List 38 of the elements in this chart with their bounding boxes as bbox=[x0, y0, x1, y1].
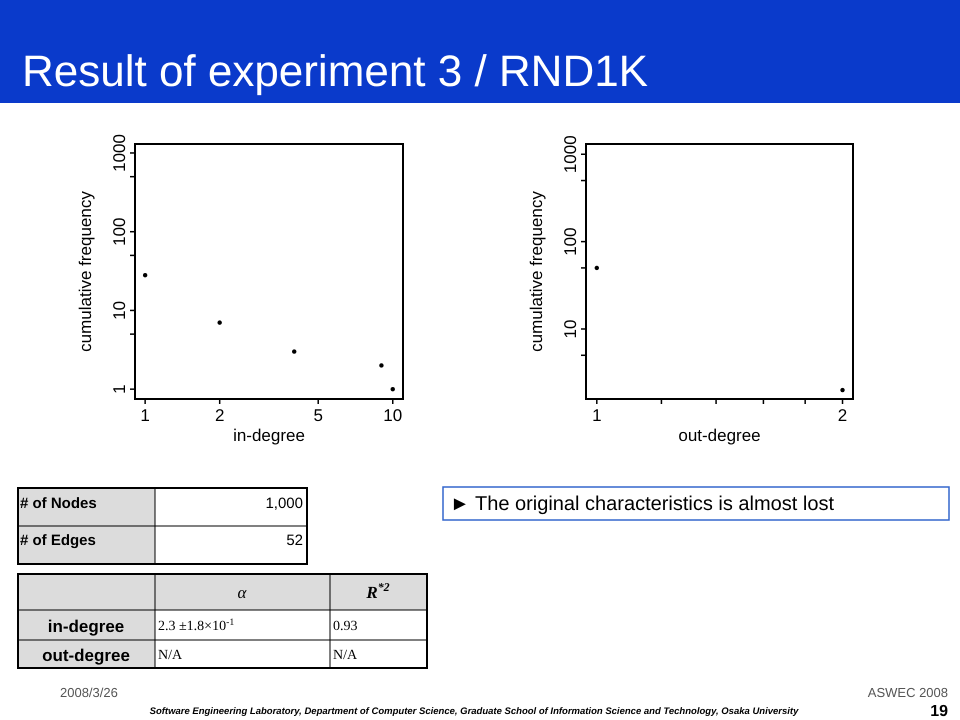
text: N/A bbox=[158, 648, 183, 663]
text: in-degree bbox=[48, 617, 124, 636]
y-tick-label: 100 bbox=[561, 227, 580, 256]
chart-title: Result of experiment 3 / RND1K bbox=[22, 47, 648, 96]
text: R$^{*2}$ bbox=[365, 580, 390, 602]
text: α bbox=[238, 583, 248, 602]
y-tick-label: 10 bbox=[561, 320, 580, 338]
x-axis-title: in-degree bbox=[233, 426, 305, 445]
text: Software Engineering Laboratory, Department of Computer Science, Graduate School of Information Science and Technology, Osaka University bbox=[150, 706, 800, 717]
text: 2008/3/26 bbox=[60, 685, 118, 700]
text: ► The original characteristics is almost lost bbox=[450, 493, 834, 515]
text: 2.3 ±1.8×10$^{-1}$ bbox=[158, 616, 234, 634]
text: 1,000 bbox=[265, 495, 303, 512]
y-tick-label: 10 bbox=[110, 300, 129, 320]
text: N/A bbox=[333, 648, 358, 663]
text: ASWEC 2008 bbox=[868, 685, 948, 700]
x-tick-label: 1 bbox=[140, 406, 150, 425]
x-tick-label: 10 bbox=[383, 406, 402, 425]
text: # of Edges bbox=[20, 532, 96, 549]
point bbox=[142, 273, 148, 278]
text: out-degree bbox=[42, 646, 130, 665]
point bbox=[217, 320, 222, 325]
x-tick-label: 1 bbox=[592, 406, 602, 425]
y-tick-label: 1 bbox=[110, 384, 129, 394]
y-tick-label: 1000 bbox=[561, 135, 580, 174]
text: 0.93 bbox=[333, 619, 358, 634]
x-tick-label: 2 bbox=[838, 406, 848, 425]
y-axis-title: cumulative frequency bbox=[527, 190, 546, 352]
y-tick-label: 100 bbox=[110, 218, 129, 246]
text: # of Nodes bbox=[20, 495, 97, 512]
y-axis-title: cumulative frequency bbox=[76, 190, 95, 352]
x-tick-label: 2 bbox=[214, 406, 224, 425]
text: 52 bbox=[286, 532, 303, 549]
point bbox=[292, 349, 296, 354]
y-tick-label: 1000 bbox=[110, 134, 129, 172]
x-tick-label: 5 bbox=[313, 406, 323, 425]
x-axis-title: out-degree bbox=[678, 426, 761, 445]
text: 19 bbox=[930, 703, 948, 720]
